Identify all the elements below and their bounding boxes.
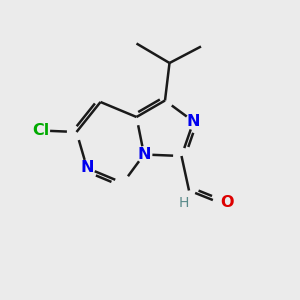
Text: N: N <box>80 160 94 175</box>
Text: O: O <box>221 195 234 210</box>
Text: N: N <box>137 147 151 162</box>
Text: N: N <box>187 114 200 129</box>
Text: H: H <box>178 196 189 210</box>
Text: Cl: Cl <box>32 123 49 138</box>
